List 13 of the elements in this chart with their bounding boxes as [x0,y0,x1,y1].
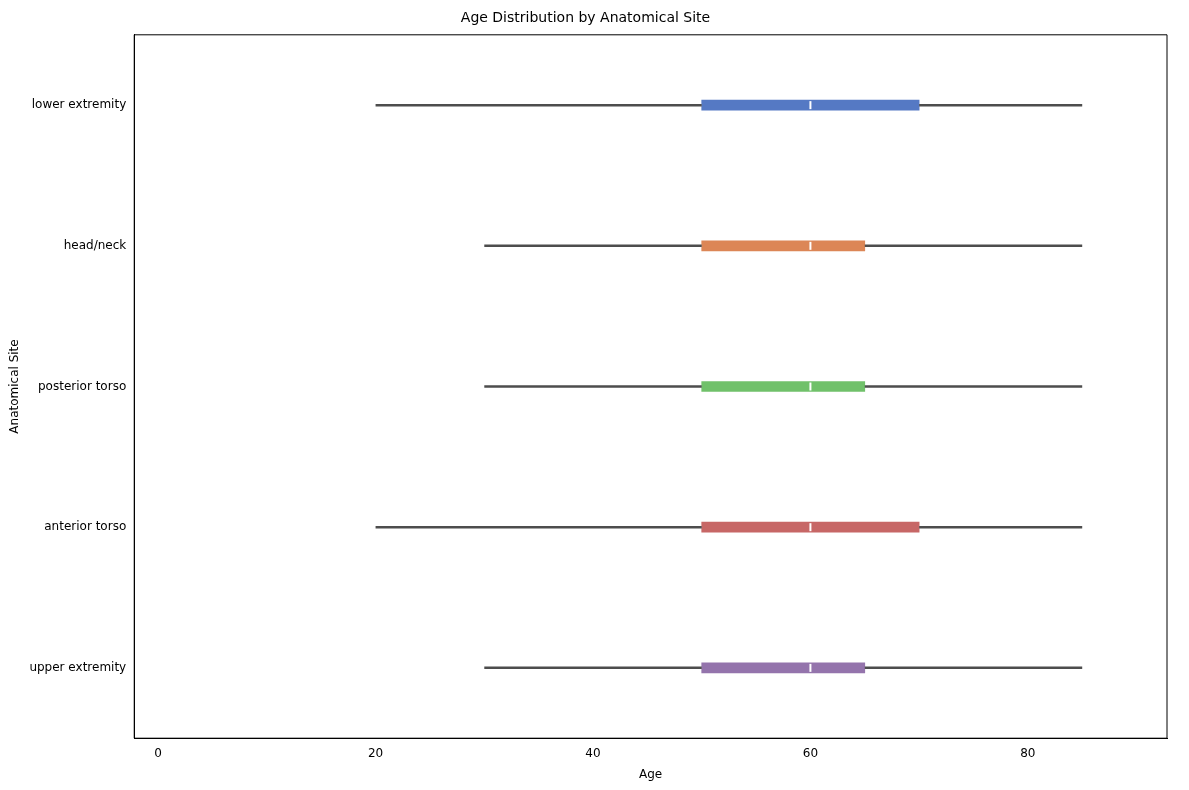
x-axis-title: Age [639,766,663,781]
x-tick-label: 20 [367,745,384,760]
chart-title: Age Distribution by Anatomical Site [460,9,711,26]
y-tick-label: anterior torso [44,519,127,534]
y-tick-label: lower extremity [31,97,127,112]
x-tick-label: 80 [1020,745,1036,760]
y-axis-title: Anatomical Site [7,339,22,434]
x-tick-label: 40 [585,745,601,760]
y-tick-label: upper extremity [29,659,127,674]
y-tick-label: posterior torso [38,378,127,393]
y-tick-label: head/neck [63,237,127,252]
x-tick-label: 0 [154,745,162,760]
x-tick-label: 60 [802,745,819,760]
